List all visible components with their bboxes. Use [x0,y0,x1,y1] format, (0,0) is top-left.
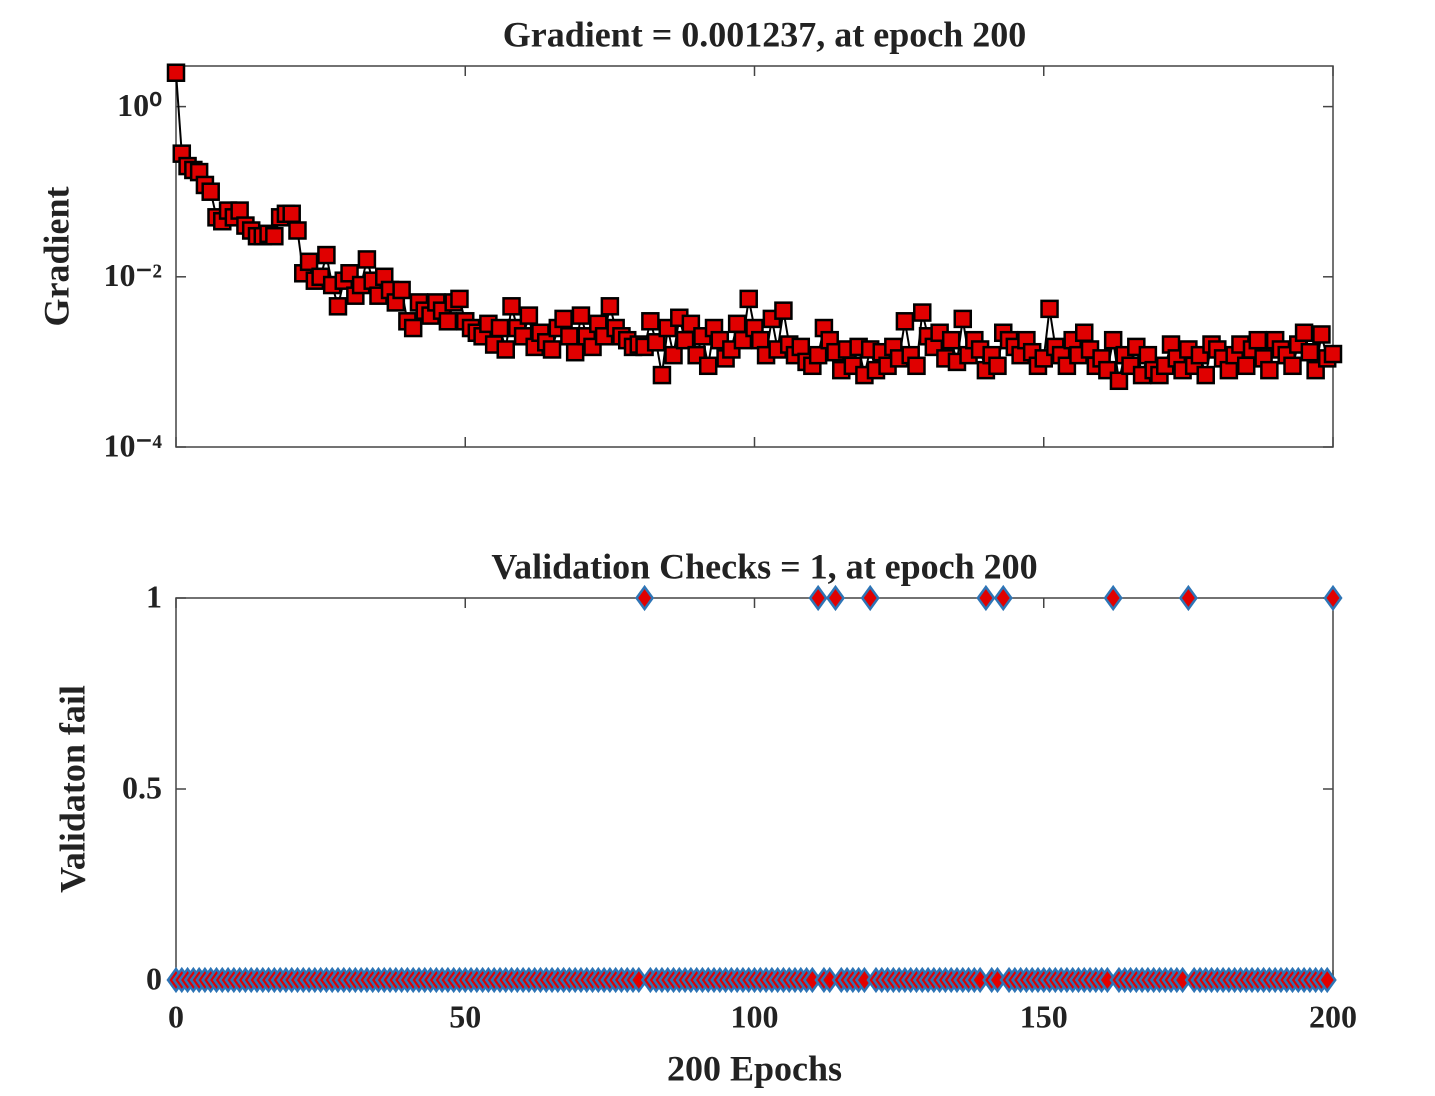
data-point [698,356,718,376]
data-point [1294,323,1314,343]
data-point [1236,356,1256,376]
data-point [825,584,846,612]
data-point [282,204,301,224]
y-tick-label: 10⁻⁴ [104,427,163,463]
chart-title: Validation Checks = 1, at epoch 200 [491,546,1037,586]
data-point [664,345,683,365]
data-point [230,201,249,220]
data-point [392,280,411,300]
data-point [1138,345,1158,365]
data-point [519,306,539,325]
data-point [450,289,469,309]
data-point [988,356,1007,376]
data-point [1178,584,1198,612]
data-point [1283,356,1302,376]
data-point [265,226,284,246]
x-axis-label: 200 Epochs [667,1048,842,1088]
x-tick-label: 0 [168,998,184,1034]
plot-area [175,65,1334,448]
data-point [895,312,915,331]
data-point [791,337,811,357]
data-point [646,333,666,352]
data-point [565,342,585,362]
data-point [635,584,655,612]
y-tick-label: 1 [146,578,162,614]
chart-title: Gradient = 0.001237, at epoch 200 [503,14,1027,54]
data-point [739,289,758,309]
data-point [1312,325,1331,344]
data-point [1300,342,1320,362]
y-tick-label: 10⁻² [104,257,162,293]
data-point [571,306,591,325]
data-point [808,584,828,612]
x-tick-label: 150 [1020,998,1068,1034]
data-point [1040,299,1059,319]
data-point [1219,360,1239,380]
data-point [1248,330,1268,350]
data-point [600,297,620,316]
data-point [288,221,307,240]
y-axis-label: Gradient [36,186,76,326]
data-point [554,309,573,329]
plot-area [175,597,1334,981]
y-tick-label: 10⁰ [117,87,162,123]
data-point [403,318,423,338]
data-point [299,252,319,272]
data-point [1317,966,1337,994]
data-point [652,365,672,385]
data-point [860,584,880,612]
data-point [1074,323,1094,343]
x-tick-label: 100 [731,998,779,1034]
data-point [774,301,793,320]
data-point [496,340,515,359]
data-point [328,297,348,316]
y-tick-label: 0.5 [122,769,162,805]
x-tick-label: 200 [1309,998,1357,1034]
data-point [1260,360,1279,380]
data-point [941,330,961,350]
data-point [317,245,336,265]
data-point [357,250,377,269]
x-tick-label: 50 [449,998,481,1034]
data-point [1103,584,1123,612]
data-point [641,312,660,331]
data-point [1109,371,1129,391]
data-point [438,312,458,331]
data-point [1323,344,1343,364]
data-point [953,309,973,329]
y-tick-label: 0 [146,960,162,996]
data-point [1103,330,1123,350]
data-point [993,584,1013,612]
data-point [675,330,695,350]
data-point [913,303,932,322]
data-point [1323,584,1343,612]
data-point [502,297,521,316]
data-point [976,584,996,612]
data-point [727,314,747,334]
data-point [907,356,926,376]
y-axis-label: Validaton fail [52,685,92,893]
data-point [201,182,220,201]
data-point [808,345,828,365]
data-point [1196,365,1215,385]
data-point [751,330,770,350]
data-point [560,327,579,346]
data-point [542,340,562,359]
data-point [490,318,510,338]
data-point [166,63,186,82]
